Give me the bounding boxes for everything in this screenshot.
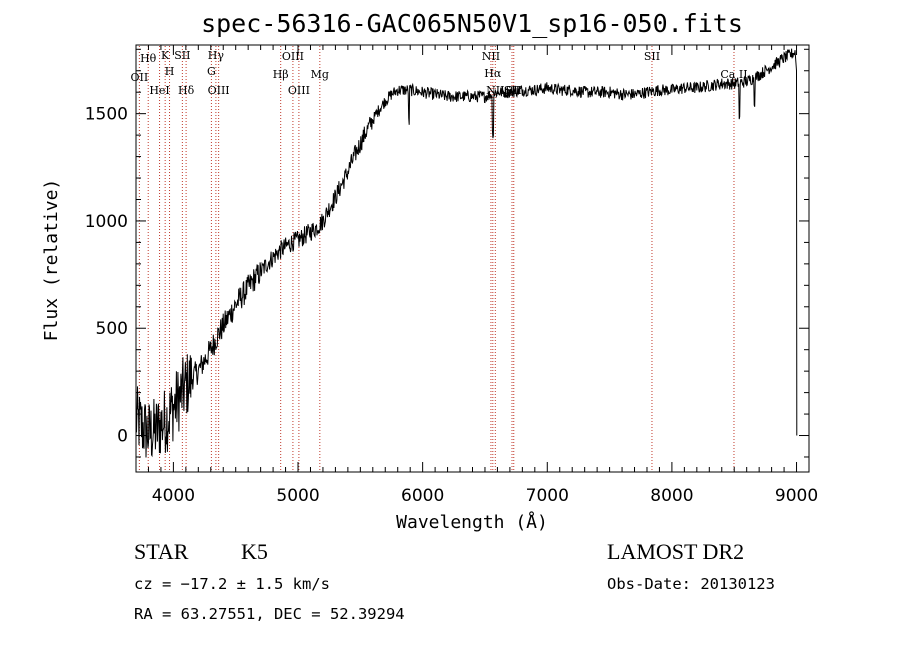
x-tick-labels: 4000 5000 6000 7000 8000 9000 <box>152 486 818 506</box>
object-subclass: K5 <box>241 539 268 564</box>
y-axis-title: Flux (relative) <box>41 179 62 342</box>
line-label-9: OIII <box>208 84 230 97</box>
line-label-20: Ca II <box>720 68 747 81</box>
coordinates: RA = 63.27551, DEC = 52.39294 <box>134 605 405 623</box>
line-label-11: OIII <box>282 50 304 63</box>
redshift-info: cz = −17.2 ± 1.5 km/s <box>134 575 330 593</box>
survey-name: LAMOST DR2 <box>607 539 744 564</box>
y-tick-label: 1000 <box>85 212 128 232</box>
line-label-4: H <box>165 65 175 78</box>
line-label-3: K <box>161 49 170 62</box>
line-label-7: Hγ <box>208 49 225 62</box>
x-tick-label: 7000 <box>526 486 569 506</box>
chart-title: spec-56316-GAC065N50V1_sp16-050.fits <box>201 9 743 38</box>
object-class: STAR <box>134 539 189 564</box>
x-tick-label: 5000 <box>276 486 319 506</box>
line-label-8: G <box>207 65 216 78</box>
y-tick-label: 0 <box>117 427 128 447</box>
line-label-10: Hβ <box>273 68 289 81</box>
x-tick-label: 6000 <box>401 486 444 506</box>
line-label-1: Hθ <box>140 52 157 65</box>
y-tick-label: 500 <box>96 319 128 339</box>
x-tick-label: 9000 <box>775 486 818 506</box>
axis-ticks <box>136 45 810 472</box>
x-axis-title: Wavelength (Å) <box>396 511 548 533</box>
line-label-2: HeI <box>149 84 169 97</box>
line-label-13: Mg <box>311 68 329 81</box>
spectrum-line <box>135 48 798 458</box>
observation-date: Obs-Date: 20130123 <box>607 575 775 593</box>
x-tick-label: 8000 <box>650 486 693 506</box>
spectral-line-labels: OIIHθHeIKHSIIHδHγGOIIIHβOIIIOIIIMgNIIHαN… <box>131 49 748 97</box>
line-label-14: NII <box>482 50 500 63</box>
plot-frame <box>135 44 810 473</box>
line-label-0: OII <box>131 71 149 84</box>
spectrum-series <box>135 48 798 458</box>
x-tick-label: 4000 <box>152 486 195 506</box>
line-label-5: SII <box>174 49 190 62</box>
line-label-6: Hδ <box>178 84 195 97</box>
y-tick-labels: 0 500 1000 1500 <box>85 105 128 447</box>
line-label-19: SII <box>644 50 660 63</box>
line-label-15: Hα <box>484 67 502 80</box>
spectral-line-markers <box>138 46 735 471</box>
line-label-12: OIII <box>288 84 310 97</box>
y-tick-label: 1500 <box>85 105 128 125</box>
